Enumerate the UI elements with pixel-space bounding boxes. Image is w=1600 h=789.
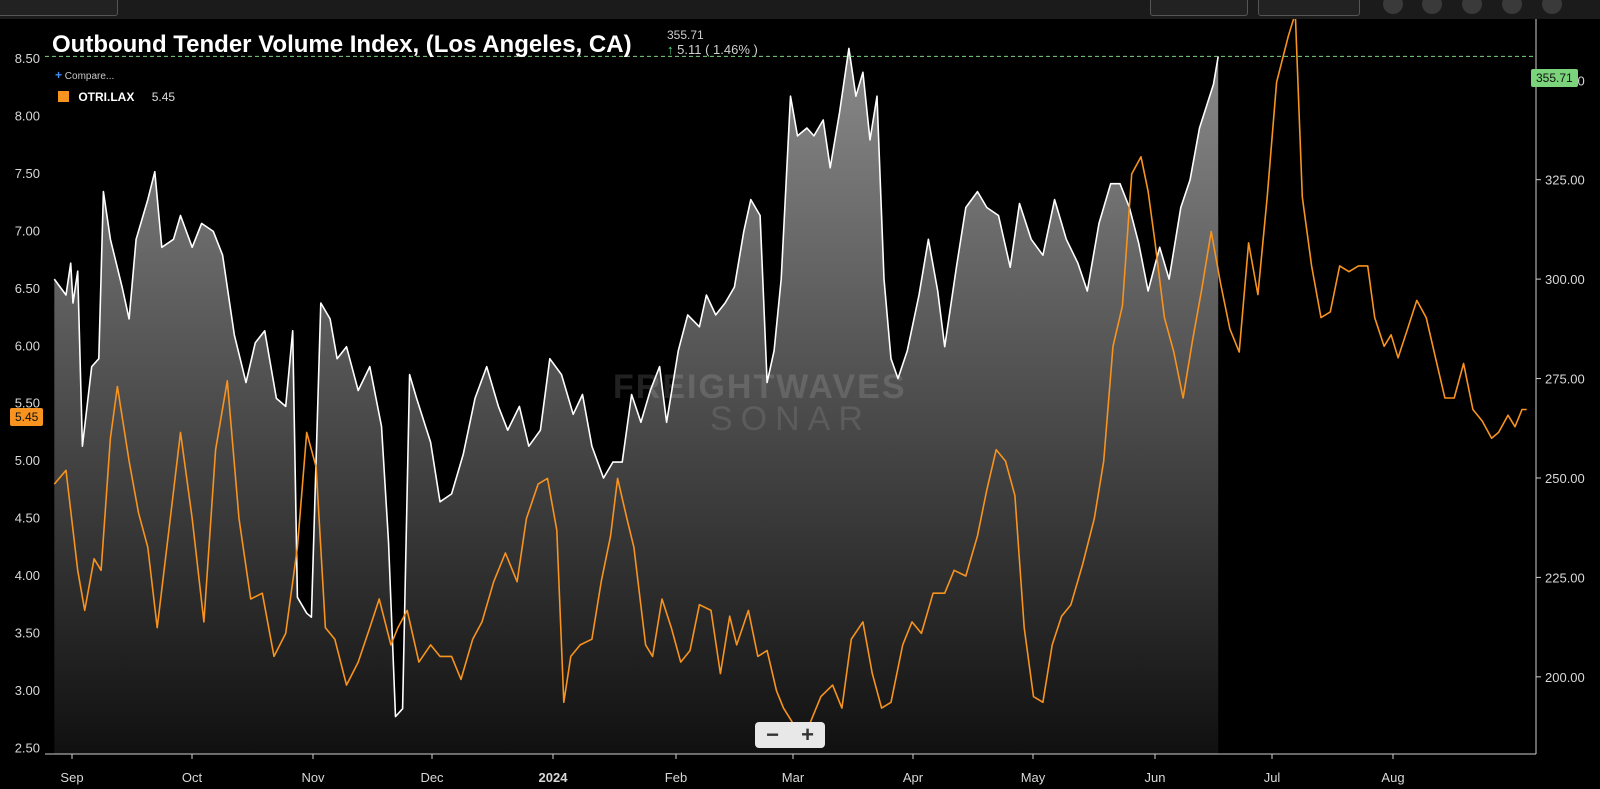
y-right-tick-label: 300.00 (1545, 272, 1585, 287)
x-tick-label: 2024 (539, 770, 569, 785)
x-tick-label: Mar (782, 770, 805, 785)
compare-button[interactable]: + Compare... (55, 68, 114, 82)
y-right-tick-label: 200.00 (1545, 670, 1585, 685)
toolbar-button[interactable] (1258, 0, 1360, 16)
arrow-up-icon: ↑ (667, 42, 674, 57)
zoom-in-button[interactable]: + (801, 722, 814, 747)
last-value: 355.71 (667, 28, 704, 42)
series-line-otvi (53, 47, 1219, 718)
x-tick-label: Apr (903, 770, 924, 785)
y-left-tick-label: 2.50 (15, 740, 40, 755)
x-tick-label: Feb (665, 770, 687, 785)
toolbar-icon[interactable] (1462, 0, 1482, 14)
x-tick-label: Jun (1145, 770, 1166, 785)
y-left-tick-label: 3.50 (15, 625, 40, 640)
y-left-tick-label: 7.50 (15, 166, 40, 181)
y-left-tick-label: 4.50 (15, 511, 40, 526)
y-left-tick-label: 7.00 (15, 223, 40, 238)
y-right-tick-label: 275.00 (1545, 372, 1585, 387)
legend[interactable]: OTRI.LAX 5.45 (58, 90, 175, 104)
change-readout: ↑ 5.11 ( 1.46% ) (667, 42, 758, 57)
y-right-tick-label: 225.00 (1545, 570, 1585, 585)
x-tick-label: Nov (301, 770, 325, 785)
y-left-tick-label: 4.00 (15, 568, 40, 583)
toolbar-icon[interactable] (1502, 0, 1522, 14)
legend-swatch (58, 91, 69, 102)
watermark-freightwaves: FREIGHTWAVES (613, 368, 907, 406)
legend-series-value: 5.45 (151, 90, 176, 104)
series-area-otvi (54, 48, 1219, 754)
y-left-tick-label: 5.50 (15, 396, 40, 411)
y-right-tick-label: 325.00 (1545, 173, 1585, 188)
x-tick-label: Oct (182, 770, 203, 785)
last-value-badge-right: 355.71 (1531, 69, 1578, 87)
toolbar-button[interactable] (1150, 0, 1248, 16)
y-left-tick-label: 3.00 (15, 683, 40, 698)
top-toolbar (0, 0, 1600, 19)
y-right-tick-label: 250.00 (1545, 471, 1585, 486)
x-tick-label: Jul (1264, 770, 1281, 785)
chart-title: Outbound Tender Volume Index, (Los Angel… (52, 31, 632, 58)
toolbar-icon[interactable] (1422, 0, 1442, 14)
x-tick-label: Sep (60, 770, 83, 785)
toolbar-icon[interactable] (1383, 0, 1403, 14)
x-tick-label: May (1021, 770, 1046, 785)
x-tick-label: Aug (1381, 770, 1404, 785)
y-left-tick-label: 6.00 (15, 338, 40, 353)
line-chart[interactable]: 2.50 3.00 3.50 4.00 4.50 5.00 5.50 6.00 6.50 7.00… (0, 19, 1600, 789)
y-left-tick-label: 8.00 (15, 109, 40, 124)
last-value-badge-left: 5.45 (10, 408, 44, 426)
toolbar-icon[interactable] (1542, 0, 1562, 14)
watermark-sonar: SONAR (710, 400, 871, 438)
zoom-out-button[interactable]: − (766, 722, 779, 747)
compare-label: Compare... (64, 71, 115, 82)
zoom-controls: − + (755, 722, 825, 748)
plus-icon: + (55, 68, 63, 82)
legend-series-name: OTRI.LAX (78, 90, 135, 104)
change-value: 5.11 ( 1.46% ) (677, 42, 758, 57)
x-tick-label: Dec (420, 770, 444, 785)
series-line-otri (53, 19, 1527, 744)
y-left-tick-label: 5.00 (15, 453, 40, 468)
y-left-tick-label: 6.50 (15, 281, 40, 296)
toolbar-dropdown[interactable] (0, 0, 118, 16)
y-left-tick-label: 8.50 (15, 51, 40, 66)
